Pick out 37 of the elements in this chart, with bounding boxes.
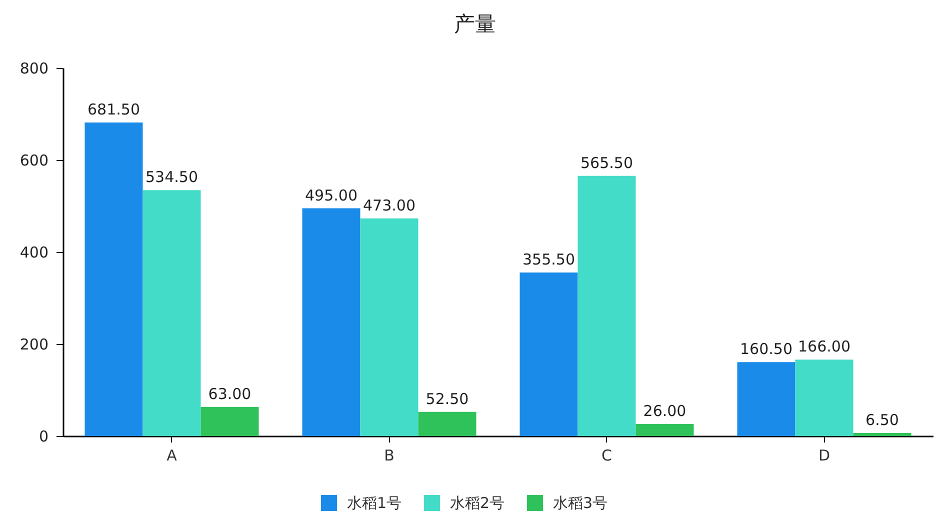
x-tick-label: D	[818, 446, 830, 464]
bar	[418, 412, 476, 436]
x-tick-label: A	[166, 446, 178, 464]
bar	[853, 433, 912, 436]
data-label: 6.50	[866, 411, 899, 430]
bar	[302, 208, 360, 436]
data-label: 26.00	[643, 402, 686, 420]
data-label: 534.50	[146, 168, 198, 186]
bar	[636, 424, 694, 436]
bar	[578, 176, 636, 436]
legend-label: 水稻3号	[553, 494, 608, 512]
data-label: 565.50	[580, 154, 633, 172]
data-label: 166.00	[798, 338, 850, 356]
bar	[84, 122, 143, 436]
data-label: 160.50	[740, 340, 792, 358]
bar	[737, 362, 796, 436]
legend-label: 水稻1号	[347, 494, 402, 512]
y-tick-label: 200	[20, 336, 48, 354]
bar	[360, 218, 418, 436]
bar	[200, 407, 259, 436]
data-label: 52.50	[426, 390, 469, 408]
data-label: 63.00	[208, 385, 252, 404]
y-tick-label: 600	[20, 152, 48, 170]
data-label: 495.00	[305, 186, 358, 204]
chart-title: 产量	[454, 12, 496, 36]
bar	[795, 360, 854, 436]
data-label: 355.50	[522, 250, 575, 268]
x-tick-label: B	[384, 446, 394, 464]
y-tick-label: 800	[20, 60, 48, 78]
x-tick-label: C	[602, 446, 612, 464]
legend-label: 水稻2号	[450, 494, 505, 512]
bar	[142, 190, 201, 436]
data-label: 473.00	[363, 196, 416, 214]
data-label: 681.50	[88, 100, 140, 119]
y-tick-label: 400	[20, 244, 48, 262]
bar	[520, 272, 578, 436]
y-tick-label: 0	[38, 428, 48, 446]
